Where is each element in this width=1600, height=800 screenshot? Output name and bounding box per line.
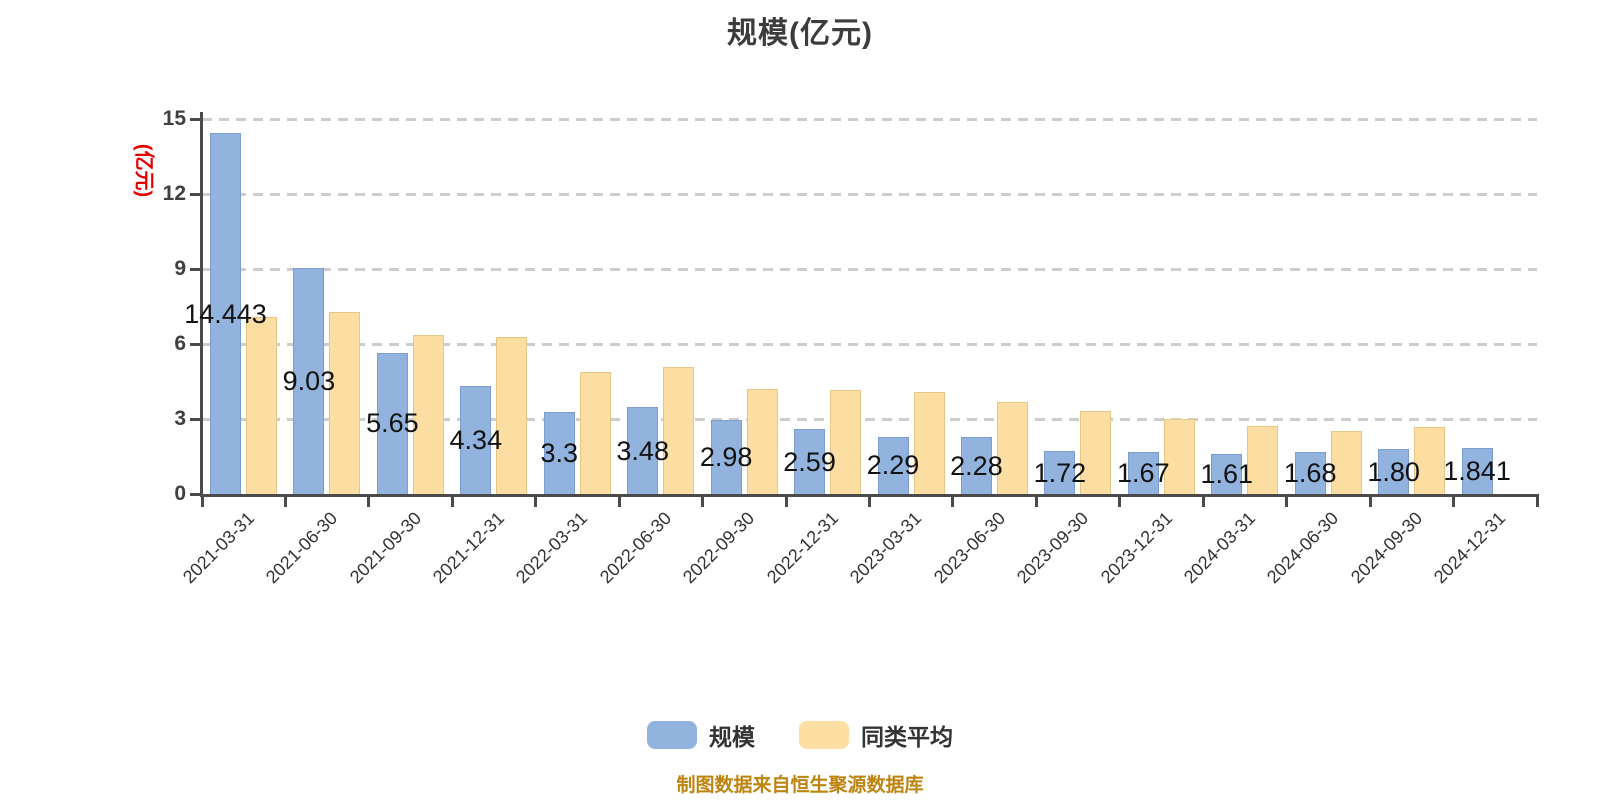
y-axis-tick-label: 12	[162, 182, 186, 205]
bar-peer-average[interactable]	[246, 317, 277, 494]
bar-value-label: 2.59	[783, 446, 836, 477]
bar-scale[interactable]	[794, 429, 826, 494]
bar-scale[interactable]	[627, 407, 659, 494]
bar-scale[interactable]	[1461, 448, 1493, 494]
x-axis-tick	[534, 497, 538, 507]
bar-scale[interactable]	[460, 385, 492, 494]
chart-title: 规模(亿元)	[727, 17, 873, 50]
y-axis-tick	[190, 418, 202, 421]
grid-line	[202, 268, 1537, 271]
legend: 规模 同类平均	[0, 718, 1600, 752]
bar-scale[interactable]	[1211, 453, 1243, 494]
bar-peer-average[interactable]	[329, 312, 361, 494]
bar-value-label: 4.34	[449, 424, 503, 455]
y-axis-tick-label: 0	[174, 482, 186, 505]
bar-scale[interactable]	[543, 411, 575, 494]
x-axis-tick	[1368, 497, 1372, 507]
bar-value-label: 1.68	[1283, 458, 1337, 488]
bar-peer-average[interactable]	[746, 388, 778, 494]
y-axis-tick	[190, 343, 202, 346]
bar-value-label: 2.28	[950, 450, 1003, 481]
x-axis-tick	[1034, 497, 1038, 507]
bar-value-label: 9.03	[282, 366, 336, 397]
bar-peer-average[interactable]	[996, 402, 1028, 494]
bar-peer-average[interactable]	[579, 372, 611, 494]
x-axis-line	[200, 494, 1539, 497]
x-axis-tick	[1452, 497, 1456, 507]
x-axis-tick	[367, 497, 371, 507]
x-axis-tick	[1535, 497, 1539, 507]
bar-value-label: 1.80	[1367, 456, 1420, 487]
bar-scale[interactable]	[376, 352, 408, 494]
bar-value-label: 3.3	[540, 437, 579, 468]
y-axis-tick	[190, 118, 202, 121]
y-axis-tick-label: 15	[162, 107, 186, 130]
x-axis-tick	[951, 497, 955, 507]
legend-item-peer-average[interactable]: 同类平均	[799, 718, 953, 752]
scale-series-swatch	[647, 721, 697, 749]
y-axis-tick-label: 6	[174, 332, 186, 355]
y-axis-line	[200, 112, 203, 497]
legend-label-scale: 规模	[709, 724, 755, 750]
bar-peer-average[interactable]	[1414, 426, 1446, 494]
x-axis-tick	[1118, 497, 1122, 507]
y-axis-tick	[190, 193, 202, 196]
bar-peer-average[interactable]	[830, 390, 862, 494]
bar-peer-average[interactable]	[913, 392, 945, 494]
y-axis-tick-label: 3	[174, 407, 186, 430]
x-axis-tick	[701, 497, 705, 507]
bar-scale[interactable]	[293, 268, 325, 494]
y-axis-tick	[190, 268, 202, 271]
grid-line	[202, 193, 1537, 196]
bar-peer-average[interactable]	[1163, 419, 1195, 494]
legend-item-scale[interactable]: 规模	[647, 718, 755, 752]
data-source-note: 制图数据来自恒生聚源数据库	[676, 775, 924, 796]
bar-peer-average[interactable]	[496, 337, 528, 494]
bar-scale[interactable]	[960, 437, 992, 494]
peer-average-series-swatch	[799, 721, 849, 749]
bar-peer-average[interactable]	[1247, 426, 1279, 494]
x-axis-tick	[617, 497, 621, 507]
bar-scale[interactable]	[877, 436, 909, 494]
y-axis-tick	[190, 493, 202, 496]
y-axis-tick-label: 9	[174, 257, 186, 280]
bar-peer-average[interactable]	[412, 335, 444, 494]
bar-value-label: 1.841	[1443, 456, 1511, 486]
bar-scale[interactable]	[1127, 452, 1159, 494]
grid-line	[202, 343, 1537, 346]
x-axis-tick	[868, 497, 871, 507]
bar-peer-average[interactable]	[1330, 431, 1362, 494]
bar-value-label: 1.61	[1200, 458, 1254, 489]
bar-scale[interactable]	[1294, 452, 1326, 494]
bar-scale[interactable]	[710, 419, 742, 494]
x-axis-tick	[283, 497, 287, 507]
x-axis-tick	[1201, 497, 1205, 507]
x-axis-tick	[450, 497, 454, 507]
bar-scale[interactable]	[1378, 449, 1410, 494]
bar-scale[interactable]	[1044, 451, 1076, 494]
x-axis-tick	[1285, 497, 1289, 507]
bar-value-label: 2.29	[866, 450, 920, 481]
bar-value-label: 3.48	[616, 435, 669, 466]
bar-peer-average[interactable]	[1080, 411, 1112, 494]
bar-value-label: 1.72	[1033, 457, 1087, 488]
legend-label-peer-average: 同类平均	[861, 724, 953, 750]
bar-peer-average[interactable]	[663, 367, 695, 494]
grid-line	[202, 418, 1537, 421]
x-axis-tick	[200, 497, 204, 507]
grid-line	[202, 118, 1537, 121]
x-axis-tick	[784, 497, 788, 507]
bar-value-label: 2.98	[699, 441, 753, 472]
bar-scale[interactable]	[210, 133, 241, 494]
bar-value-label: 1.67	[1117, 458, 1170, 489]
bar-value-label: 5.65	[366, 408, 419, 439]
bar-value-label: 14.443	[184, 298, 267, 329]
